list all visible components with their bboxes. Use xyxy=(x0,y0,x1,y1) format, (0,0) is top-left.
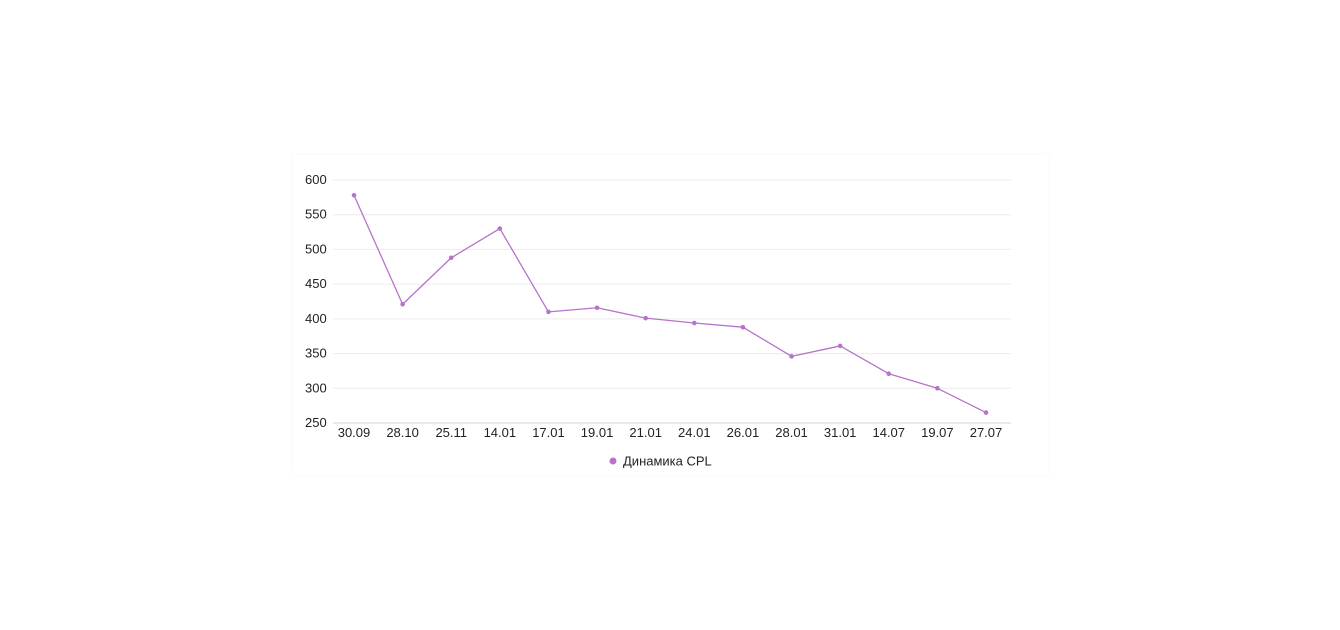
data-point xyxy=(935,385,940,391)
y-tick-label: 300 xyxy=(305,380,327,395)
data-point xyxy=(692,320,697,326)
legend-marker xyxy=(609,457,617,465)
y-axis: 250 300 350 400 450 500 550 600 xyxy=(305,172,327,430)
x-tick-label: 24.01 xyxy=(678,425,711,440)
data-point xyxy=(837,343,843,349)
data-point xyxy=(497,226,503,231)
x-tick-label: 28.10 xyxy=(386,425,419,440)
series-line xyxy=(353,195,987,414)
x-tick-label: 17.01 xyxy=(532,425,565,440)
x-tick-label: 31.01 xyxy=(824,425,857,440)
data-point xyxy=(886,371,892,377)
data-point xyxy=(594,305,600,311)
y-tick-label: 350 xyxy=(305,346,327,361)
y-tick-label: 550 xyxy=(305,207,327,222)
x-tick-label: 30.09 xyxy=(338,425,371,440)
y-tick-label: 400 xyxy=(305,311,327,326)
data-point xyxy=(351,192,357,198)
line-chart: 250 300 350 400 450 500 550 600 30.09 28.10 25.11… xyxy=(305,172,1011,469)
data-point xyxy=(546,309,551,315)
series-layer xyxy=(351,192,989,415)
chart-card: 250 300 350 400 450 500 550 600 30.09 28.10 25.11… xyxy=(293,155,1048,475)
x-axis: 30.09 28.10 25.11 14.01 17.01 19.01 21.01 24.01… xyxy=(333,422,1011,440)
x-tick-label: 26.01 xyxy=(727,425,760,440)
x-tick-label: 14.01 xyxy=(484,425,517,440)
x-tick-label: 27.07 xyxy=(970,425,1003,440)
x-tick-label: 14.07 xyxy=(872,425,905,440)
data-point xyxy=(740,324,746,330)
y-tick-label: 500 xyxy=(305,241,327,256)
x-tick-label: 19.07 xyxy=(921,425,954,440)
data-point xyxy=(643,315,648,321)
x-tick-label: 21.01 xyxy=(629,425,662,440)
x-tick-label: 28.01 xyxy=(775,425,808,440)
y-tick-label: 250 xyxy=(305,415,327,430)
y-tick-label: 450 xyxy=(305,276,327,291)
data-point xyxy=(789,354,794,359)
x-tick-label: 25.11 xyxy=(435,425,467,440)
data-point xyxy=(400,301,405,307)
legend: Динамика CPL xyxy=(609,454,712,469)
grid-lines xyxy=(333,179,1011,389)
data-point xyxy=(983,410,989,415)
x-tick-label: 19.01 xyxy=(581,425,614,440)
y-tick-label: 600 xyxy=(305,172,327,187)
legend-label: Динамика CPL xyxy=(623,454,712,469)
data-point xyxy=(448,255,454,261)
